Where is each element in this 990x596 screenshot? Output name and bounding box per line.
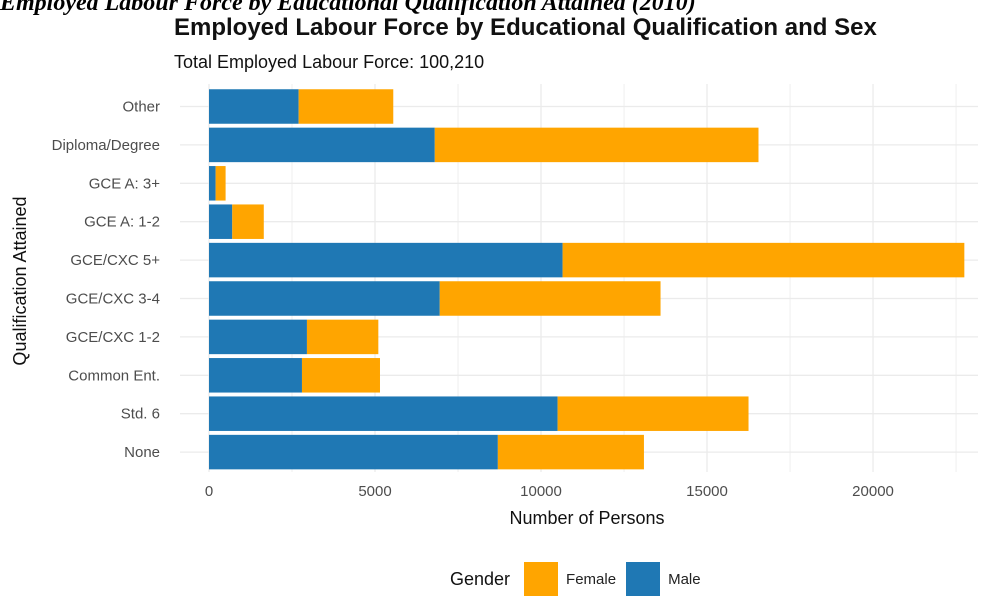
bar-male [209,434,498,470]
bar-female [439,281,661,316]
bar-male [209,127,435,163]
bar-male [209,358,302,393]
legend-label-female: Female [566,570,617,588]
bar-female [301,358,380,393]
x-axis-title: Number of Persons [509,508,664,528]
x-tick-label: 15000 [686,483,728,500]
legend-item-female: Female [524,562,616,596]
y-axis-title: Qualification Attained [10,196,30,365]
legend-title: Gender [450,568,511,589]
y-tick-label: None [124,444,160,461]
y-tick-label: GCE/CXC 3-4 [66,291,160,308]
bar-female [562,242,965,278]
y-tick-label: Std. 6 [121,406,160,423]
y-tick-labels: Other Diploma/Degree GCE A: 3+ GCE A: 1-2 GC… [52,99,161,462]
bar-male [209,204,233,239]
bar-female [298,89,394,124]
x-tick-label: 20000 [852,483,894,500]
legend-label-male: Male [668,570,701,588]
x-tick-label: 0 [205,483,213,500]
bar-female [232,204,264,239]
x-tick-label: 10000 [520,483,562,500]
legend-item-male: Male [626,562,701,596]
bar-male [209,166,216,201]
y-tick-label: Diploma/Degree [52,137,160,154]
bar-male [209,396,558,431]
bars-layer [209,89,965,470]
document-caption: Employed Labour Force by Educational Qua… [0,0,696,16]
y-tick-label: Other [122,99,160,116]
y-tick-label: GCE/CXC 5+ [70,252,160,269]
bar-male [209,281,440,316]
bar-female [306,319,379,355]
chart-title: Employed Labour Force by Educational Qua… [174,14,877,41]
bar-female [215,166,226,201]
bar-female [497,434,644,470]
bar-male [209,89,299,124]
bar-female [557,396,749,431]
chart-subtitle: Total Employed Labour Force: 100,210 [174,52,485,72]
x-tick-labels: 0 5000 10000 15000 20000 [205,483,894,500]
y-tick-label: GCE A: 1-2 [84,214,160,231]
legend-swatch-male [626,562,661,596]
y-tick-label: GCE A: 3+ [89,175,161,192]
legend: Gender Female Male [450,562,711,596]
y-tick-label: Common Ent. [68,367,160,384]
bar-female [434,127,759,163]
bar-male [209,319,307,355]
bar-male [209,242,563,278]
x-tick-label: 5000 [358,483,391,500]
legend-swatch-female [524,562,559,596]
y-tick-label: GCE/CXC 1-2 [66,329,160,346]
